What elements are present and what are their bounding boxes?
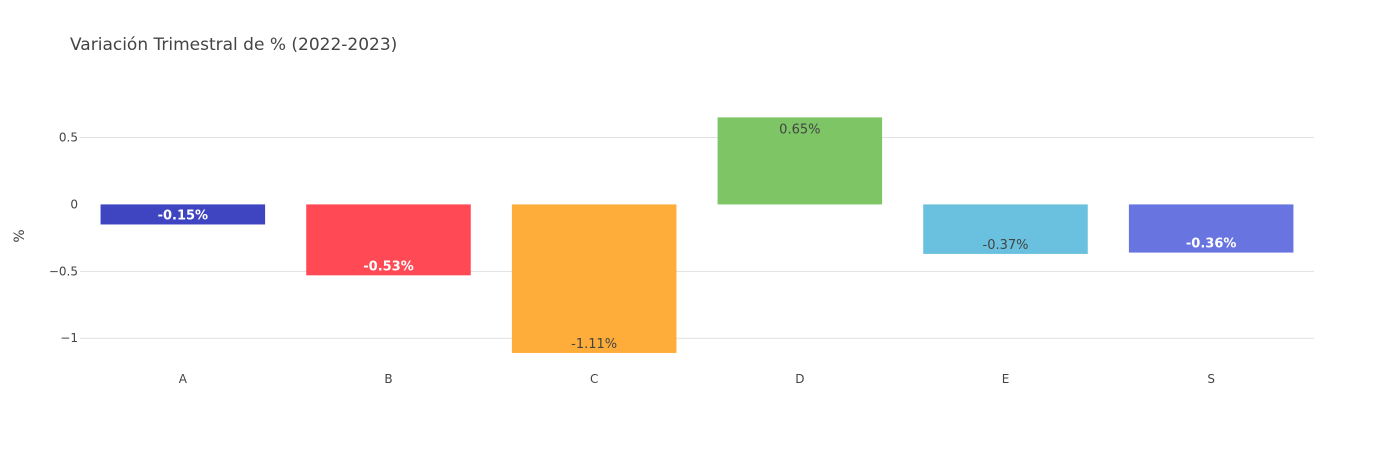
x-tick-label: A [179, 372, 188, 386]
x-tick-label: E [1002, 372, 1010, 386]
y-tick-label: 0 [70, 197, 78, 211]
bar-d [717, 117, 883, 205]
bar-s [1128, 204, 1294, 253]
bar-c [511, 204, 677, 353]
data-label-d: 0.65% [779, 122, 820, 137]
x-tick-label: C [590, 372, 598, 386]
y-axis-title: % [12, 229, 28, 242]
data-label-s: -0.36% [1186, 237, 1237, 252]
bar-e [923, 204, 1088, 254]
gridlines [80, 136, 1314, 339]
y-tick-label: −1 [60, 331, 78, 345]
y-tick-label: −0.5 [49, 264, 78, 278]
bars [100, 117, 1294, 353]
chart-title: Variación Trimestral de % (2022-2023) [70, 35, 397, 55]
bar-a [100, 204, 266, 225]
data-label-e: -0.37% [983, 238, 1029, 253]
y-tick-label: 0.5 [59, 130, 78, 144]
x-tick-label: D [795, 372, 804, 386]
x-tick-label: S [1207, 372, 1215, 386]
data-label-b: -0.53% [363, 259, 414, 274]
x-tick-label: B [384, 372, 392, 386]
data-label-a: -0.15% [158, 208, 209, 223]
data-label-c: -1.11% [571, 337, 617, 352]
bar-b [306, 204, 471, 276]
data-labels: -0.15% -0.53% -1.11% 0.65% -0.37% -0.36% [158, 122, 1237, 352]
y-axis-ticks: 0.5 0 −0.5 −1 [49, 130, 78, 345]
